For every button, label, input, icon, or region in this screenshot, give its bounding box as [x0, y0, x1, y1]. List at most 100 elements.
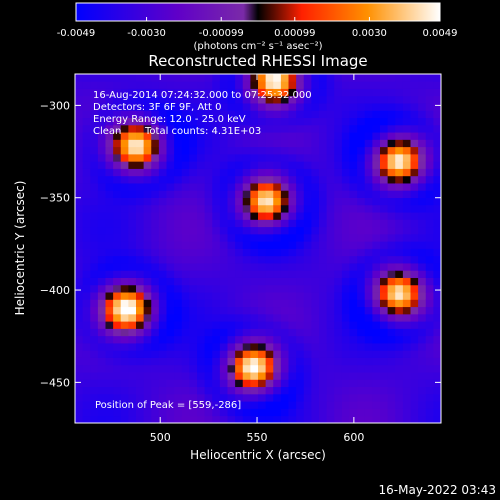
- heatmap-cell: [219, 328, 228, 337]
- heatmap-cell: [120, 357, 129, 366]
- heatmap-cell: [212, 343, 221, 351]
- heatmap-cell: [235, 321, 244, 329]
- heatmap-cell: [174, 132, 183, 140]
- heatmap-cell: [166, 197, 175, 206]
- heatmap-cell: [402, 183, 411, 191]
- heatmap-cell: [296, 153, 305, 162]
- heatmap-cell: [75, 328, 84, 337]
- heatmap-cell: [258, 299, 267, 308]
- heatmap-cell: [75, 408, 84, 417]
- heatmap-cell: [189, 284, 198, 293]
- heatmap-cell: [319, 219, 328, 228]
- heatmap-cell: [319, 401, 328, 409]
- heatmap-cell: [189, 161, 198, 169]
- heatmap-cell: [189, 175, 198, 184]
- heatmap-cell: [250, 124, 259, 133]
- heatmap-cell: [212, 364, 221, 373]
- heatmap-cell: [113, 270, 122, 278]
- heatmap-cell: [105, 313, 114, 322]
- heatmap-cell: [402, 292, 411, 300]
- heatmap-cell: [219, 161, 228, 169]
- heatmap-cell: [265, 175, 274, 184]
- heatmap-cell: [395, 197, 404, 206]
- heatmap-cell: [105, 255, 114, 264]
- heatmap-cell: [120, 204, 129, 213]
- heatmap-cell: [143, 401, 152, 409]
- heatmap-cell: [296, 88, 305, 97]
- heatmap-cell: [410, 372, 419, 380]
- heatmap-cell: [189, 306, 198, 315]
- heatmap-cell: [151, 364, 160, 373]
- heatmap-cell: [90, 335, 99, 344]
- heatmap-cell: [311, 204, 320, 213]
- heatmap-cell: [273, 306, 282, 315]
- heatmap-cell: [410, 153, 419, 162]
- heatmap-cell: [380, 408, 389, 417]
- heatmap-cell: [288, 197, 297, 206]
- heatmap-cell: [204, 212, 213, 220]
- heatmap-cell: [303, 124, 312, 133]
- heatmap-cell: [151, 284, 160, 293]
- heatmap-cell: [303, 299, 312, 308]
- heatmap-cell: [273, 364, 282, 373]
- heatmap-cell: [250, 379, 259, 388]
- heatmap-cell: [410, 277, 419, 286]
- heatmap-cell: [395, 212, 404, 220]
- heatmap-cell: [433, 197, 442, 206]
- heatmap-cell: [212, 263, 221, 271]
- heatmap-cell: [273, 95, 282, 104]
- heatmap-cell: [212, 146, 221, 155]
- heatmap-cell: [120, 277, 129, 286]
- heatmap-cell: [250, 110, 259, 119]
- heatmap-cell: [97, 95, 106, 104]
- heatmap-cell: [197, 95, 206, 104]
- heatmap-cell: [372, 343, 381, 351]
- heatmap-cell: [288, 241, 297, 249]
- heatmap-cell: [349, 139, 358, 148]
- heatmap-cell: [136, 139, 145, 148]
- heatmap-cell: [227, 233, 236, 242]
- heatmap-cell: [181, 183, 190, 191]
- heatmap-cell: [418, 219, 427, 228]
- heatmap-cell: [250, 321, 259, 329]
- heatmap-cell: [372, 197, 381, 206]
- heatmap-cell: [410, 415, 419, 424]
- heatmap-cell: [189, 110, 198, 119]
- heatmap-cell: [265, 408, 274, 417]
- heatmap-cell: [90, 110, 99, 119]
- heatmap-cell: [197, 88, 206, 97]
- heatmap-cell: [349, 372, 358, 380]
- heatmap-cell: [372, 255, 381, 264]
- heatmap-cell: [174, 139, 183, 148]
- heatmap-cell: [105, 386, 114, 395]
- heatmap-cell: [181, 88, 190, 97]
- heatmap-cell: [288, 328, 297, 337]
- heatmap-cell: [402, 408, 411, 417]
- heatmap-cell: [349, 263, 358, 271]
- heatmap-cell: [372, 415, 381, 424]
- heatmap-cell: [288, 226, 297, 235]
- heatmap-cell: [349, 248, 358, 257]
- heatmap-cell: [433, 364, 442, 373]
- heatmap-cell: [273, 81, 282, 89]
- heatmap-cell: [334, 408, 343, 417]
- heatmap-cell: [189, 350, 198, 358]
- heatmap-cell: [273, 284, 282, 293]
- heatmap-cell: [128, 393, 137, 402]
- heatmap-cell: [197, 364, 206, 373]
- heatmap-cell: [128, 255, 137, 264]
- heatmap-cell: [120, 81, 129, 89]
- heatmap-cell: [334, 139, 343, 148]
- heatmap-cell: [219, 350, 228, 358]
- heatmap-cell: [128, 103, 137, 111]
- heatmap-cell: [372, 117, 381, 126]
- heatmap-cell: [174, 233, 183, 242]
- heatmap-cell: [235, 124, 244, 133]
- heatmap-cell: [120, 415, 129, 424]
- heatmap-cell: [326, 255, 335, 264]
- heatmap-cell: [265, 386, 274, 395]
- heatmap-grid: [75, 74, 442, 424]
- heatmap-cell: [288, 277, 297, 286]
- x-tick-label: 600: [343, 431, 364, 444]
- heatmap-cell: [395, 401, 404, 409]
